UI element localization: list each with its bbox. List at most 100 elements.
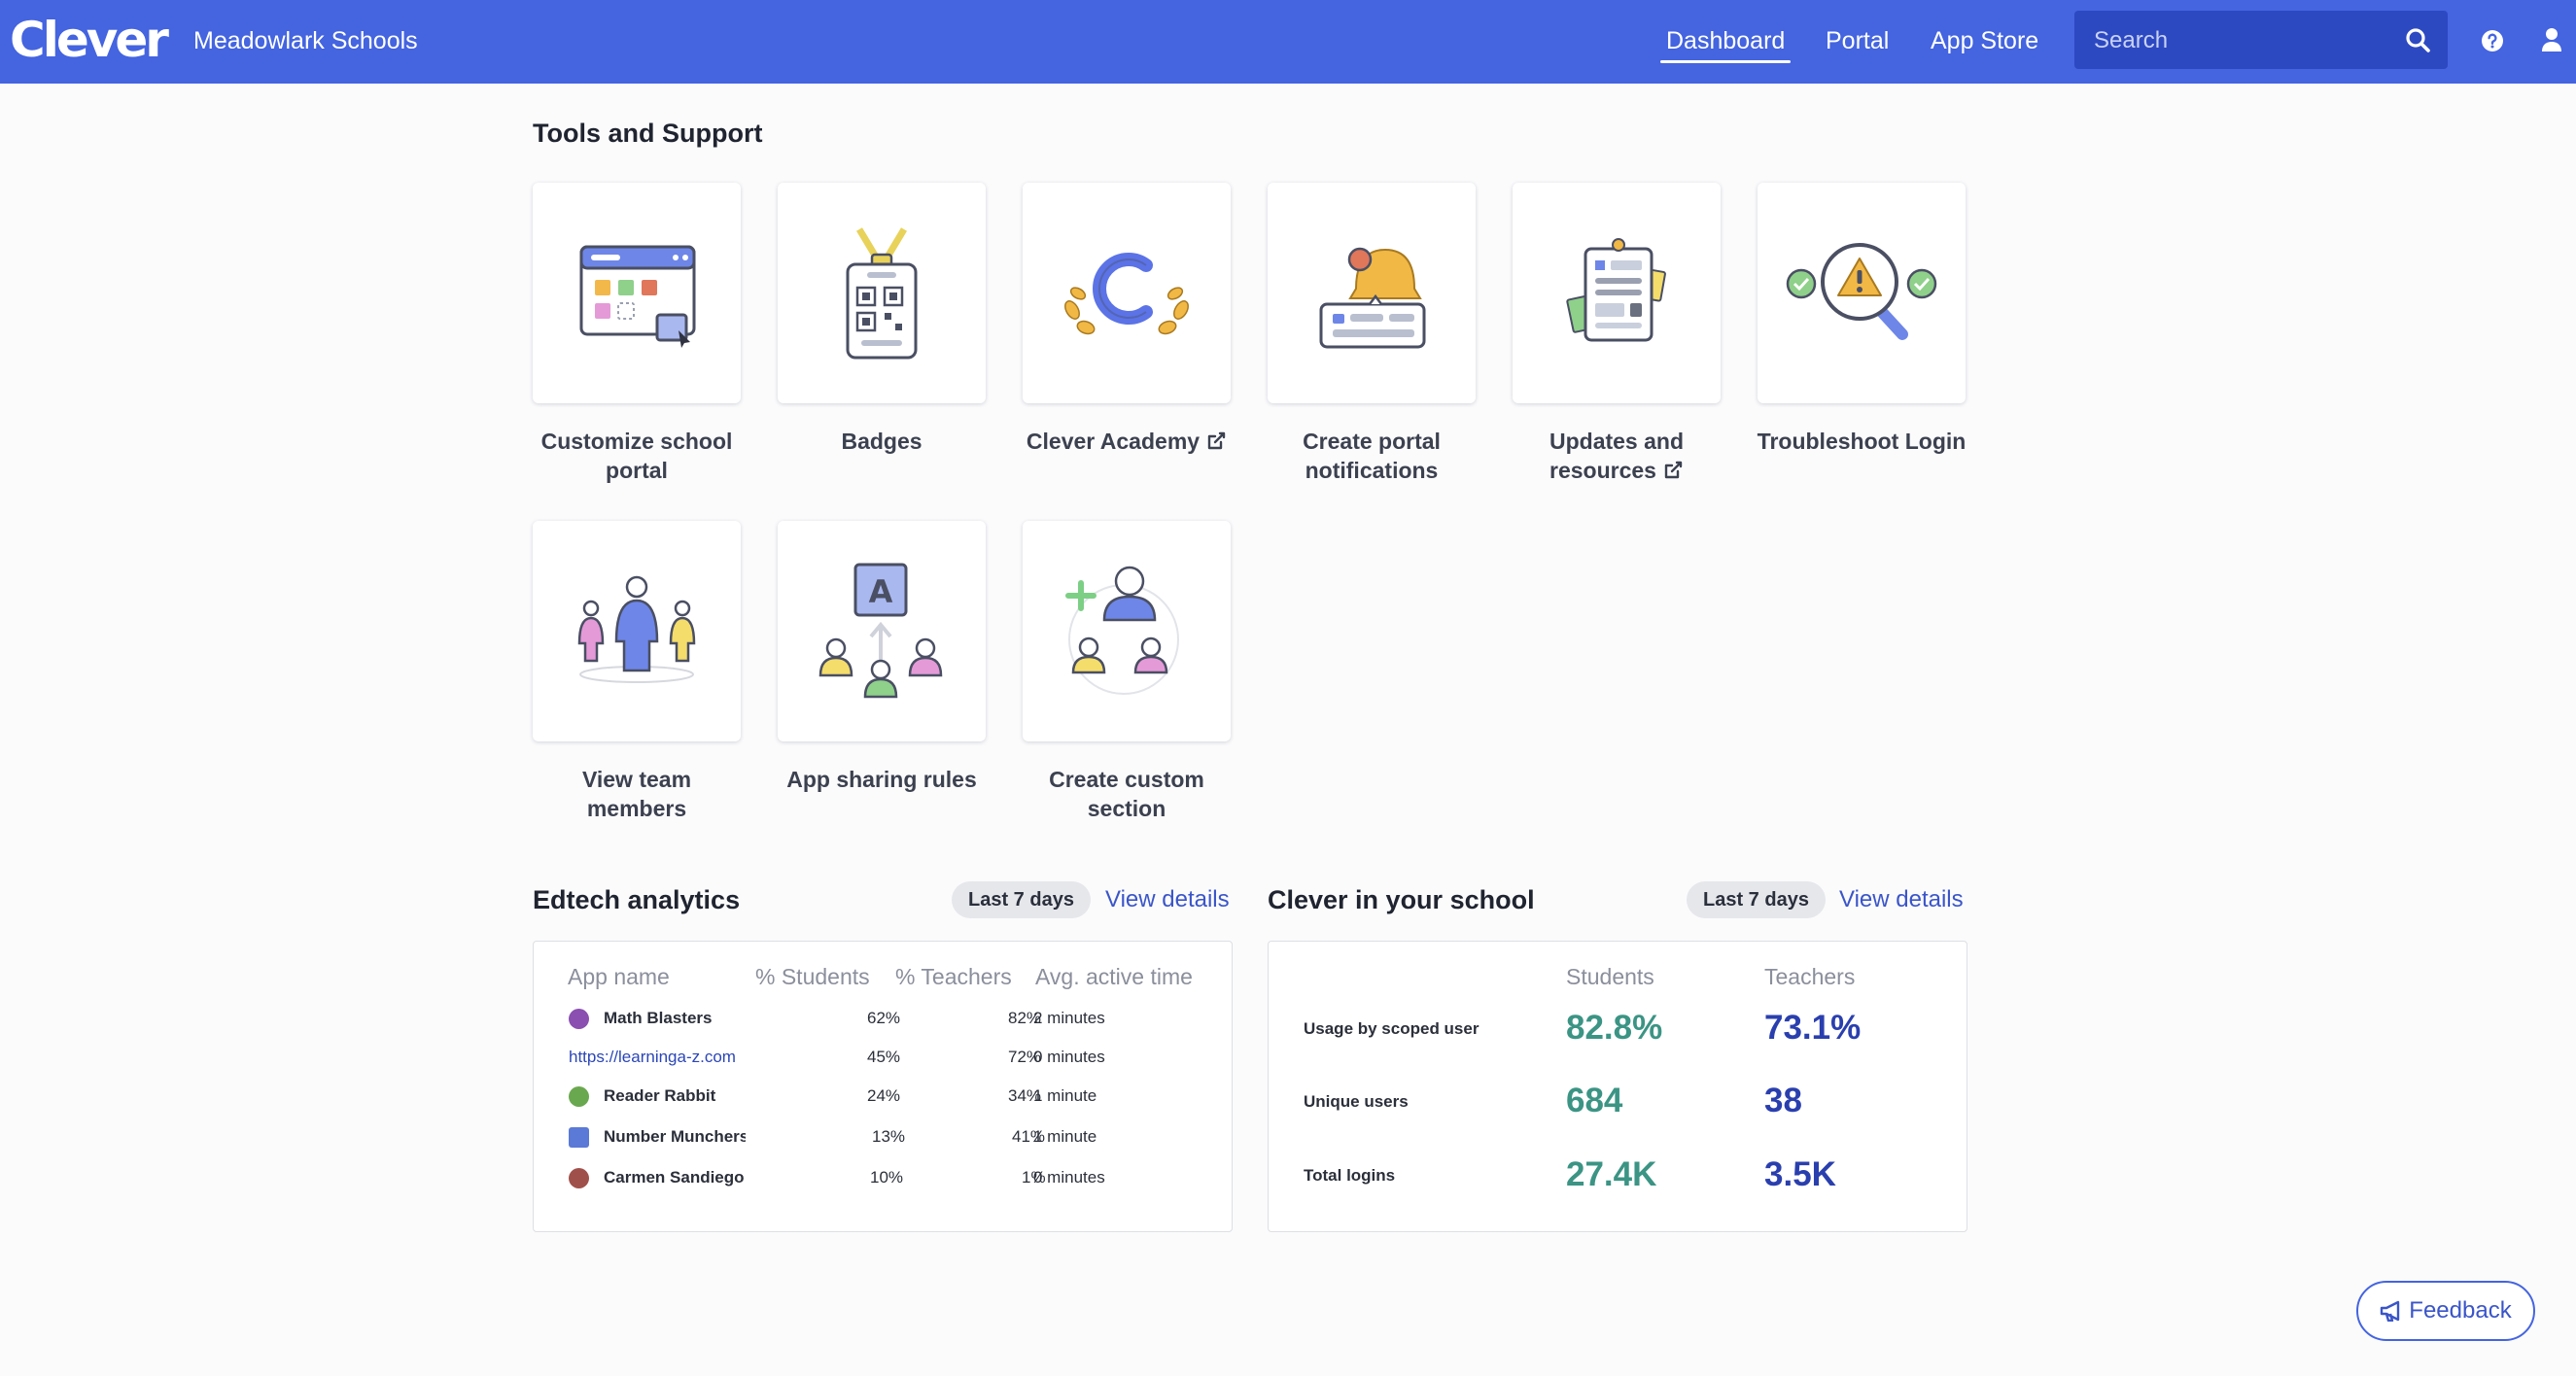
svg-text:A: A bbox=[869, 573, 893, 610]
table-row[interactable]: Math Blasters 62% 82% 2 minutes bbox=[534, 1007, 1234, 1032]
tile-card bbox=[1023, 183, 1231, 403]
tile-label: View team members bbox=[581, 767, 692, 821]
teachers-pct: 1% bbox=[1022, 1168, 1046, 1187]
students-pct: 62% bbox=[867, 1009, 901, 1027]
tile-view-team-members[interactable]: View team members bbox=[533, 521, 741, 823]
column-header-students: % Students bbox=[755, 964, 870, 989]
clever-logo[interactable]: Clever bbox=[10, 12, 169, 68]
tile-card: A bbox=[778, 521, 986, 741]
tile-clever-academy[interactable]: Clever Academy bbox=[1023, 183, 1231, 456]
carmen-sandiego-app-icon bbox=[569, 1168, 589, 1188]
table-row[interactable]: Reader Rabbit 24% 34% 1 minute bbox=[534, 1084, 1234, 1110]
students-pct: 45% bbox=[867, 1048, 901, 1066]
user-icon[interactable] bbox=[2541, 27, 2562, 52]
notification-bell-icon bbox=[1319, 247, 1426, 348]
column-header-teachers: % Teachers bbox=[895, 964, 1012, 989]
help-icon[interactable] bbox=[2481, 29, 2504, 52]
tile-label: Customize school portal bbox=[540, 429, 733, 483]
nav-link-dashboard[interactable]: Dashboard bbox=[1659, 27, 1792, 63]
app-url-link[interactable]: https://learninga-z.com bbox=[569, 1048, 736, 1066]
active-time: 1 minute bbox=[1033, 1127, 1097, 1146]
tile-label: Create custom section bbox=[1049, 767, 1204, 821]
table-row[interactable]: Number Munchers 13% 41% 1 minute bbox=[534, 1125, 1234, 1151]
active-time: 0 minutes bbox=[1033, 1168, 1105, 1187]
reader-rabbit-app-icon bbox=[569, 1086, 589, 1107]
teachers-pct: 82% bbox=[1008, 1009, 1042, 1027]
tools-section-title: Tools and Support bbox=[533, 119, 763, 148]
app-name: Carmen Sandiego bbox=[604, 1168, 745, 1187]
tile-create-custom-section[interactable]: Create custom section bbox=[1023, 521, 1231, 823]
edtech-analytics-panel: App name % Students % Teachers Avg. acti… bbox=[533, 941, 1233, 1232]
teachers-pct: 34% bbox=[1008, 1086, 1042, 1105]
tile-card bbox=[1758, 183, 1966, 403]
tile-card bbox=[533, 183, 741, 403]
edtech-analytics-title: Edtech analytics bbox=[533, 885, 741, 914]
metric-teachers-value: 73.1% bbox=[1764, 1009, 1862, 1047]
clever-school-view-details-link[interactable]: View details bbox=[1839, 886, 1964, 912]
students-pct: 10% bbox=[870, 1168, 904, 1187]
tile-customize-school-portal[interactable]: Customize school portal bbox=[533, 183, 741, 485]
clipboard-icon bbox=[1566, 237, 1666, 341]
metric-teachers-value: 3.5K bbox=[1764, 1155, 1836, 1193]
tile-badges[interactable]: Badges bbox=[778, 183, 986, 456]
tile-app-sharing-rules[interactable]: A App sharing rules bbox=[778, 521, 986, 794]
tile-troubleshoot-login[interactable]: Troubleshoot Login bbox=[1758, 183, 1966, 456]
metric-label: Unique users bbox=[1304, 1092, 1409, 1111]
clever-in-school-panel: Students Teachers Usage by scoped user 8… bbox=[1268, 941, 1967, 1232]
app-name: Math Blasters bbox=[604, 1009, 713, 1027]
metric-students-value: 82.8% bbox=[1566, 1009, 1663, 1047]
external-link-icon bbox=[1207, 431, 1226, 450]
clever-school-range-pill[interactable]: Last 7 days bbox=[1687, 881, 1826, 918]
team-members-icon bbox=[577, 575, 696, 683]
students-pct: 24% bbox=[867, 1086, 901, 1105]
metric-label: Total logins bbox=[1304, 1166, 1396, 1185]
tile-label: Create portal notifications bbox=[1303, 429, 1441, 483]
tile-label-text: Clever Academy bbox=[1026, 429, 1201, 454]
add-user-section-icon bbox=[1065, 566, 1179, 695]
tile-card bbox=[533, 521, 741, 741]
teachers-pct: 72% bbox=[1008, 1048, 1042, 1066]
tile-card bbox=[778, 183, 986, 403]
students-pct: 13% bbox=[872, 1127, 906, 1146]
external-link-icon bbox=[1664, 461, 1683, 479]
number-munchers-app-icon bbox=[569, 1127, 589, 1148]
metric-teachers-value: 38 bbox=[1764, 1082, 1802, 1119]
app-name: Number Munchers bbox=[604, 1127, 746, 1146]
tile-label: Clever Academy bbox=[1020, 427, 1234, 456]
nav-link-app-store[interactable]: App Store bbox=[1931, 27, 2039, 54]
tile-label: Badges bbox=[841, 429, 922, 454]
search-icon[interactable] bbox=[2405, 27, 2430, 52]
edtech-range-pill[interactable]: Last 7 days bbox=[952, 881, 1091, 918]
portal-customize-icon bbox=[579, 245, 696, 348]
table-row[interactable]: https://learninga-z.com 45% 72% 0 minute… bbox=[534, 1046, 1234, 1071]
active-time: 0 minutes bbox=[1033, 1048, 1105, 1066]
tile-label: Troubleshoot Login bbox=[1757, 429, 1967, 454]
tile-label: App sharing rules bbox=[786, 767, 977, 792]
feedback-button[interactable]: Feedback bbox=[2356, 1281, 2535, 1341]
app-sharing-icon: A bbox=[818, 563, 943, 698]
megaphone-icon bbox=[2381, 1300, 2400, 1323]
district-name: Meadowlark Schools bbox=[193, 27, 418, 54]
nav-link-portal[interactable]: Portal bbox=[1826, 27, 1890, 54]
teachers-pct: 41% bbox=[1012, 1127, 1046, 1146]
column-header-teachers: Teachers bbox=[1764, 964, 1856, 989]
metric-label: Usage by scoped user bbox=[1304, 1019, 1479, 1038]
column-header-active-time: Avg. active time bbox=[1035, 964, 1193, 989]
tile-card bbox=[1513, 183, 1721, 403]
tile-create-portal-notifications[interactable]: Create portal notifications bbox=[1268, 183, 1476, 485]
clever-in-school-title: Clever in your school bbox=[1268, 885, 1535, 914]
table-row[interactable]: Carmen Sandiego 10% 1% 0 minutes bbox=[534, 1166, 1234, 1191]
active-time: 2 minutes bbox=[1033, 1009, 1105, 1027]
column-header-students: Students bbox=[1566, 964, 1654, 989]
feedback-label: Feedback bbox=[2409, 1297, 2512, 1324]
edtech-view-details-link[interactable]: View details bbox=[1105, 886, 1230, 912]
badge-icon bbox=[846, 226, 918, 359]
active-time: 1 minute bbox=[1033, 1086, 1097, 1105]
tile-updates-and-resources[interactable]: Updates and resources bbox=[1513, 183, 1721, 485]
tile-card bbox=[1023, 521, 1231, 741]
column-header-app-name: App name bbox=[568, 964, 670, 989]
metric-students-value: 684 bbox=[1566, 1082, 1623, 1119]
tile-label: Updates and resources bbox=[1510, 427, 1723, 485]
search-input[interactable] bbox=[2092, 22, 2387, 59]
tile-label-text: Updates and resources bbox=[1549, 429, 1685, 483]
